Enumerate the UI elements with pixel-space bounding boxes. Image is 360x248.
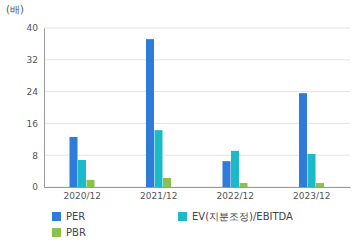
bar-series xyxy=(87,178,325,187)
x-tick-label: 2020/12 xyxy=(64,191,101,201)
y-tick: 24 xyxy=(27,87,44,97)
y-tick-label: 0 xyxy=(32,182,38,192)
bar xyxy=(231,151,239,187)
x-tick-label: 2021/12 xyxy=(140,191,177,201)
y-axis: 0 8 16 24 32 40 xyxy=(27,23,45,192)
legend-swatch xyxy=(52,228,61,237)
chart: 0 8 16 24 32 40 2020/12 2021/12 2022/12 2023/12 (배… xyxy=(0,0,360,248)
bar xyxy=(146,39,154,187)
bar xyxy=(70,137,78,187)
bar xyxy=(163,178,171,187)
y-tick-label: 40 xyxy=(27,23,39,33)
bar xyxy=(223,161,231,187)
legend: PER EV(지분조정)/EBITDA PBR xyxy=(52,211,293,238)
legend-swatch xyxy=(52,212,61,221)
y-tick-label: 24 xyxy=(27,87,39,97)
legend-label: PBR xyxy=(66,227,86,238)
legend-item: EV(지분조정)/EBITDA xyxy=(178,211,293,222)
legend-item: PER xyxy=(52,211,85,222)
y-tick: 32 xyxy=(27,55,44,65)
bar xyxy=(78,160,86,187)
grid-line xyxy=(44,28,350,29)
legend-swatch xyxy=(178,212,187,221)
y-tick: 16 xyxy=(27,119,44,129)
y-unit-label: (배) xyxy=(6,4,24,15)
x-tick: 2021/12 xyxy=(140,187,177,201)
legend-label: PER xyxy=(66,211,85,222)
x-tick-label: 2023/12 xyxy=(293,191,330,201)
x-tick-label: 2022/12 xyxy=(217,191,254,201)
bar xyxy=(299,93,307,187)
x-tick: 2020/12 xyxy=(64,187,101,201)
bar xyxy=(87,180,95,187)
y-axis-line xyxy=(44,29,45,188)
y-tick: 0 xyxy=(32,182,44,192)
bars xyxy=(70,39,325,187)
bar-series xyxy=(70,39,308,187)
bar xyxy=(316,183,324,187)
x-tick: 2022/12 xyxy=(217,187,254,201)
y-tick-label: 32 xyxy=(27,55,38,65)
grid-line xyxy=(44,91,350,92)
grid-line xyxy=(44,59,350,60)
legend-item: PBR xyxy=(52,227,86,238)
y-tick: 8 xyxy=(32,151,44,161)
y-tick-label: 16 xyxy=(27,119,39,129)
x-axis: 2020/12 2021/12 2022/12 2023/12 xyxy=(45,187,351,201)
bar xyxy=(308,154,316,187)
legend-label: EV(지분조정)/EBITDA xyxy=(192,211,293,222)
grid xyxy=(44,28,350,187)
plot: 0 8 16 24 32 40 2020/12 2021/12 2022/12 2023/12 xyxy=(27,23,351,201)
bar-series xyxy=(78,130,316,187)
y-tick-label: 8 xyxy=(32,151,38,161)
y-tick: 40 xyxy=(27,23,44,33)
bar xyxy=(155,130,163,187)
x-tick: 2023/12 xyxy=(293,187,330,201)
x-axis-line xyxy=(45,187,351,188)
bar xyxy=(240,183,248,187)
